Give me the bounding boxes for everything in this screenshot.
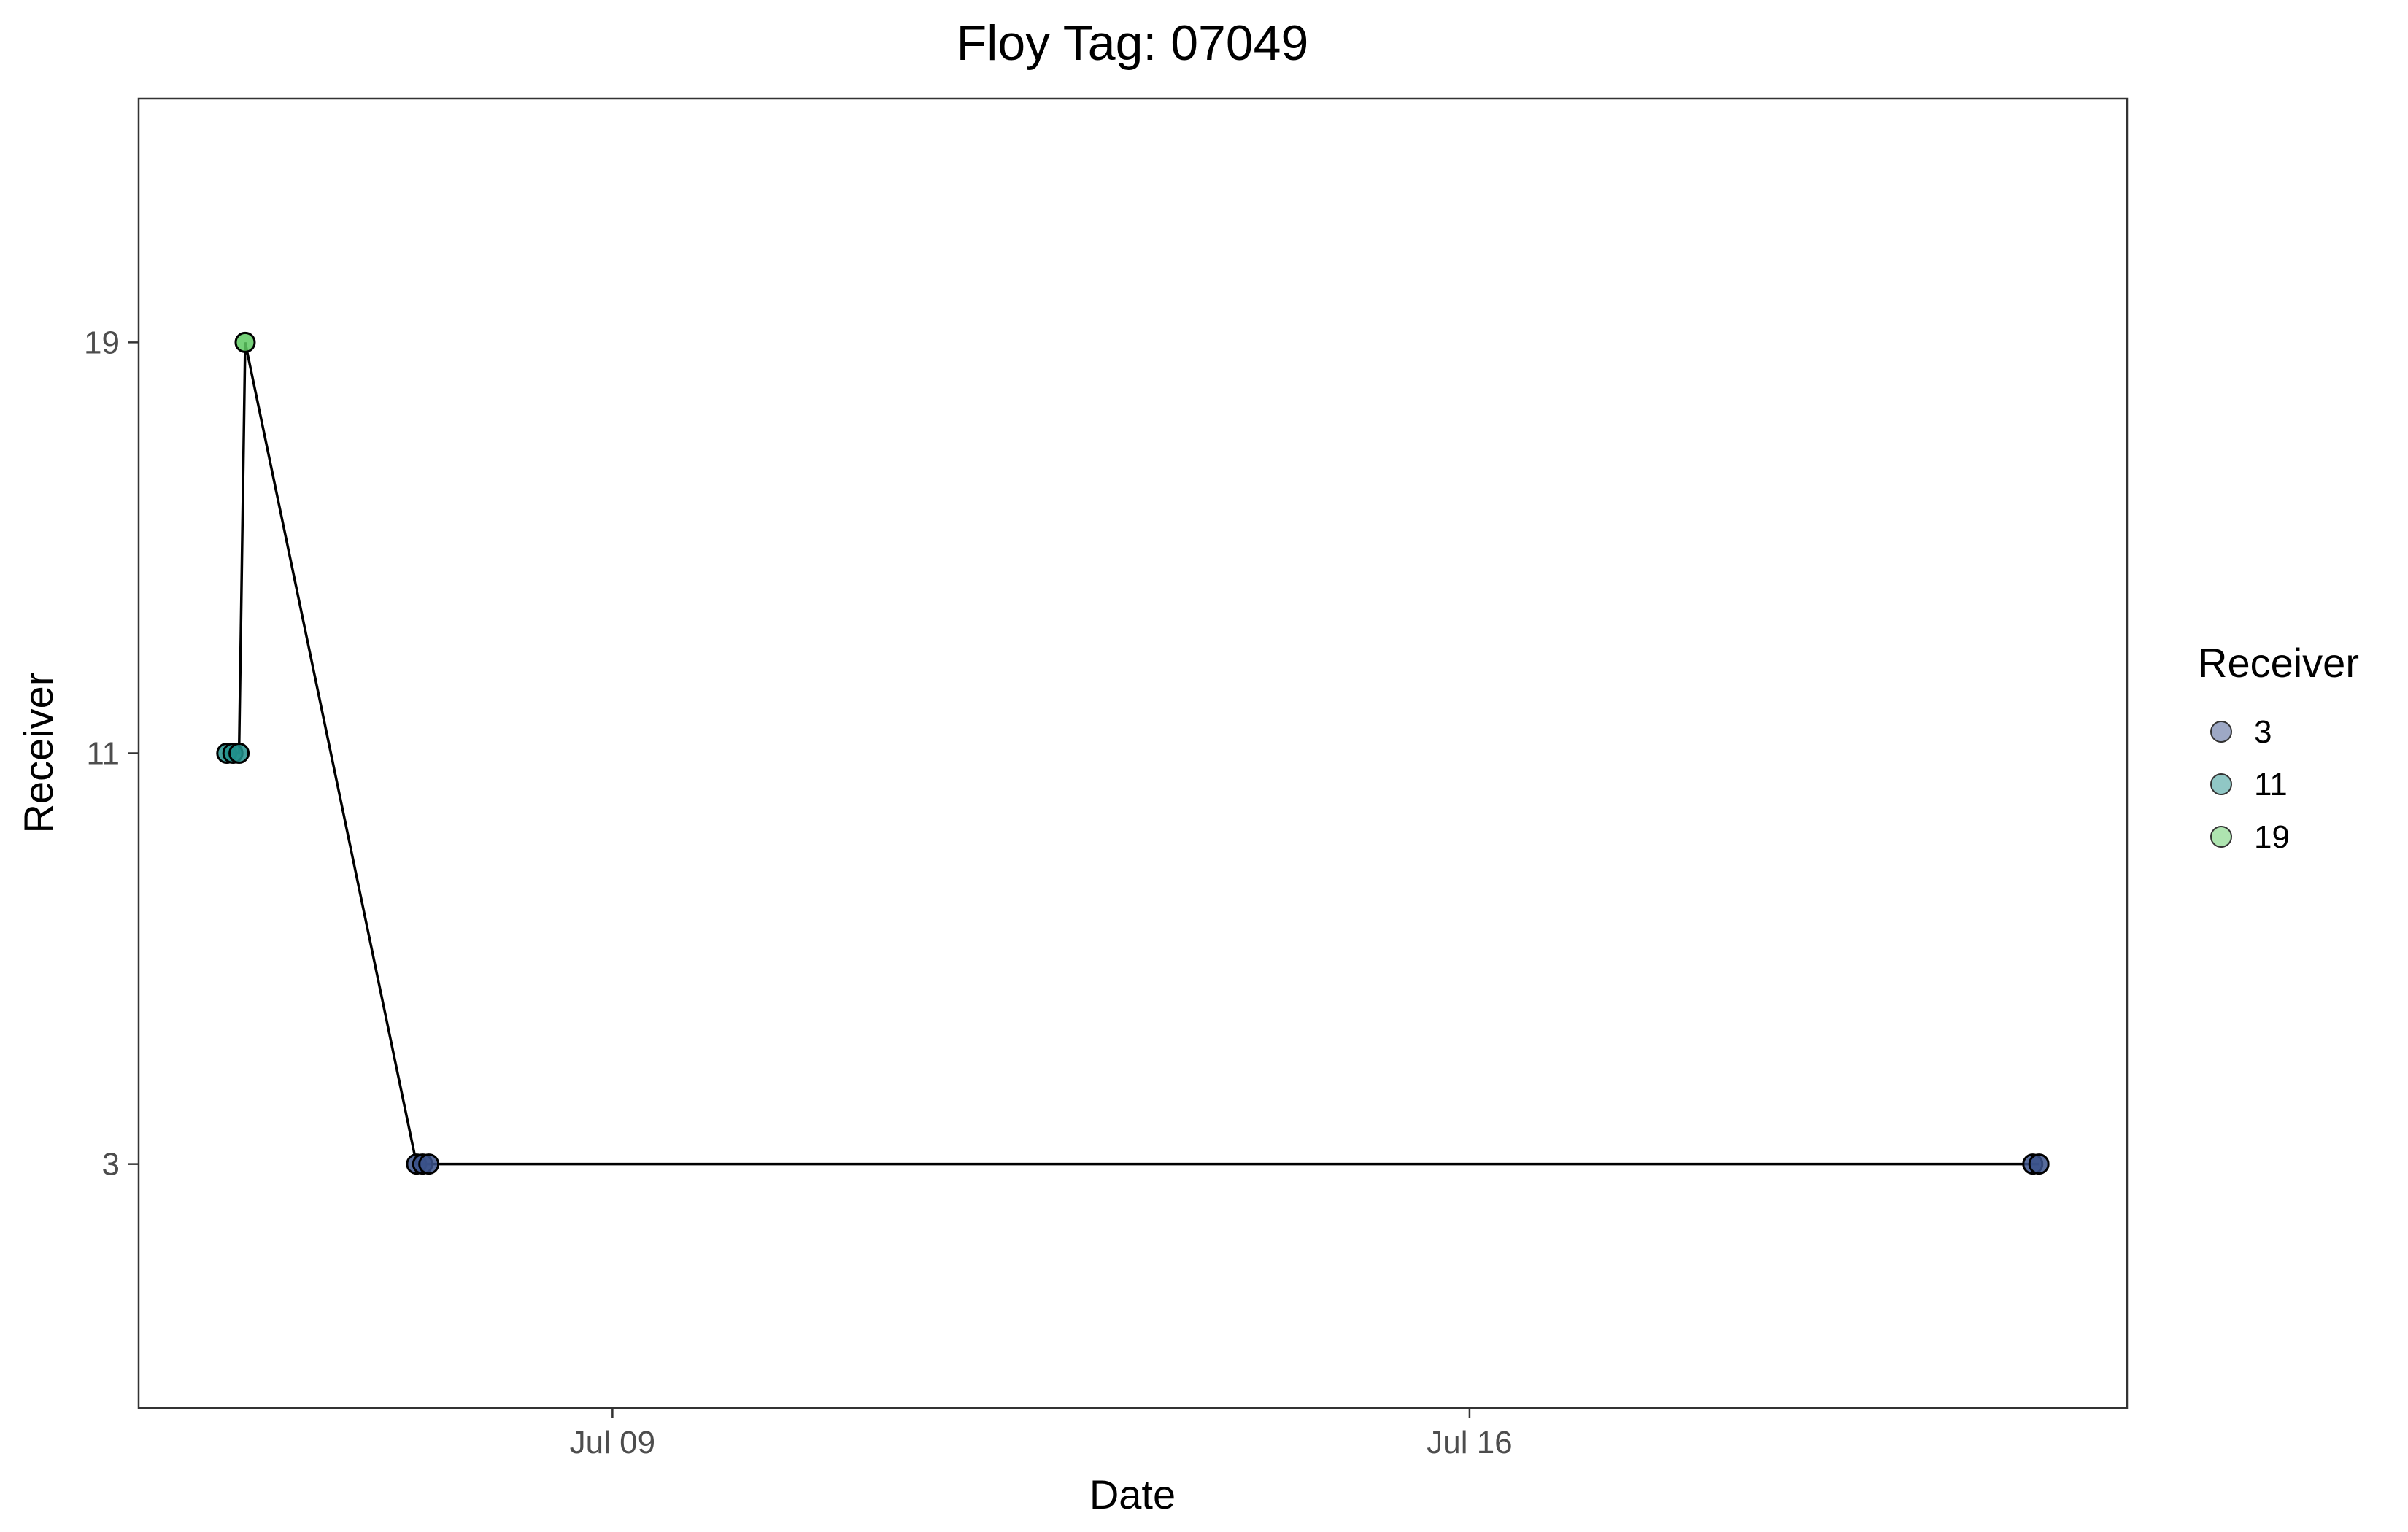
data-point bbox=[234, 331, 256, 353]
x-tick-label: Jul 16 bbox=[1427, 1425, 1512, 1461]
x-tick-label: Jul 09 bbox=[570, 1425, 655, 1461]
y-tick-label: 11 bbox=[86, 736, 120, 772]
data-point bbox=[418, 1153, 440, 1175]
chart-title: Floy Tag: 07049 bbox=[957, 15, 1309, 71]
points-layer bbox=[216, 331, 2050, 1175]
legend-title: Receiver bbox=[2198, 640, 2359, 686]
y-axis-title: Receiver bbox=[15, 673, 61, 834]
legend-key bbox=[2210, 773, 2232, 795]
y-tick-label: 19 bbox=[84, 325, 120, 360]
y-axis: 3 11 19 bbox=[84, 325, 139, 1183]
x-axis: Jul 09 Jul 16 bbox=[570, 1408, 1513, 1461]
legend-key bbox=[2210, 826, 2232, 848]
legend-label: 11 bbox=[2254, 767, 2288, 802]
legend-label: 19 bbox=[2254, 819, 2290, 855]
legend-label: 3 bbox=[2254, 714, 2272, 750]
plot-panel bbox=[137, 97, 2129, 1409]
y-tick-label: 3 bbox=[102, 1147, 120, 1183]
legend: Receiver 3 11 19 bbox=[2198, 640, 2359, 855]
data-point bbox=[228, 743, 250, 764]
legend-key bbox=[2210, 721, 2232, 743]
data-point bbox=[2028, 1153, 2050, 1175]
x-axis-title: Date bbox=[1089, 1471, 1176, 1517]
